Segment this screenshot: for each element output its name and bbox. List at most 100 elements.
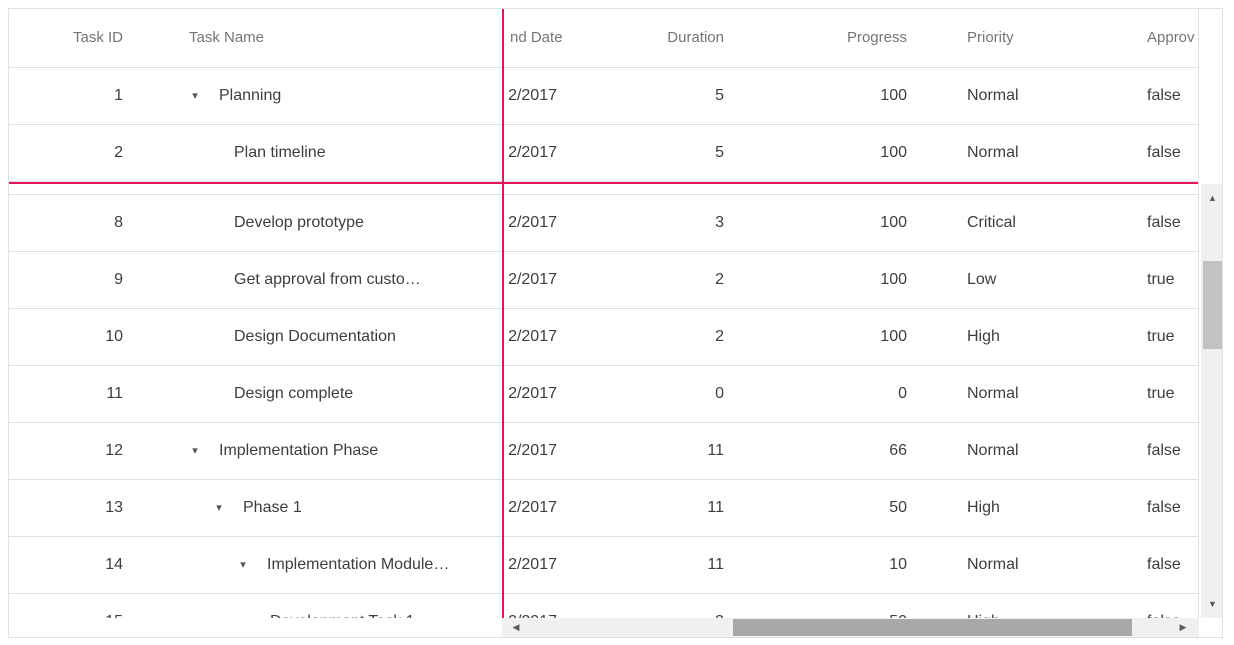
cell-approved: true [1147,328,1175,345]
table-row-13-right[interactable]: 2/2017 11 50 High false [504,480,1198,537]
table-row-1-left[interactable]: 1 ▾ Planning [9,68,502,125]
cell-priority: Normal [967,442,1019,459]
table-row-10-left[interactable]: 10 Design Documentation [9,309,502,366]
cell-progress: 50 [889,499,907,516]
cell-task-id: 12 [105,442,123,459]
cell-task-name: Design complete [149,366,502,422]
cell-task-name: Develop prototype [149,195,502,251]
cell-end-date: 2/2017 [508,328,557,345]
cell-approved: false [1147,144,1181,161]
cell-duration: 0 [715,385,724,402]
expand-arrow-icon[interactable]: ▾ [216,502,222,514]
cell-approved: false [1147,214,1181,231]
scroll-left-button[interactable]: ◀ [504,618,528,637]
table-row-12-right[interactable]: 2/2017 11 66 Normal false [504,423,1198,480]
scroll-up-button[interactable]: ▲ [1201,186,1222,210]
scroll-down-button[interactable]: ▼ [1201,592,1222,616]
cell-progress: 50 [736,594,919,618]
cell-task-name: ▾ Phase 1 [149,480,502,536]
cell-progress: 100 [880,271,907,288]
task-name-label: Development Task 1 [270,594,415,618]
cell-end-date: 2/2017 [508,144,557,161]
task-name-label: Develop prototype [234,214,364,231]
scroll-right-button[interactable]: ▶ [1171,618,1195,637]
cell-approved: false [1135,594,1198,618]
horizontal-scrollbar[interactable]: ◀ ▶ [502,618,1199,637]
vertical-scrollbar-thumb[interactable] [1203,261,1222,349]
column-header-task-name[interactable]: Task Name [189,29,265,46]
table-row-2-right[interactable]: 2/2017 5 100 Normal false [504,125,1198,182]
cell-task-name: ▾ Implementation Phase [149,423,502,479]
content-edge-border [1198,9,1199,637]
expand-arrow-icon[interactable]: ▾ [192,90,198,102]
table-row-11-left[interactable]: 11 Design complete [9,366,502,423]
table-row-8-right[interactable]: 2/2017 3 100 Critical false [504,195,1198,252]
table-row-14-right[interactable]: 2/2017 11 10 Normal false [504,537,1198,594]
task-name-label: Implementation Module… [267,556,450,573]
table-row-2-left[interactable]: 2 Plan timeline [9,125,502,182]
cell-task-id: 11 [106,385,123,402]
task-name-label: Planning [219,87,282,104]
cell-end-date: 2/2017 [508,214,557,231]
cell-duration: 2 [715,271,724,288]
cell-task-id: 14 [105,556,123,573]
cell-task-name: Plan timeline [149,125,502,181]
column-header-duration[interactable]: Duration [667,29,724,46]
header-scroll-pane: nd Date Duration Progress Priority Appro… [504,9,1198,68]
table-row-12-left[interactable]: 12 ▾ Implementation Phase [9,423,502,480]
vertical-scrollbar[interactable]: ▲ ▼ [1201,184,1222,618]
cell-priority: High [967,328,1000,345]
horizontal-scrollbar-thumb[interactable] [733,619,1132,636]
cell-task-id: 10 [105,328,123,345]
table-row-8-left[interactable]: 8 Develop prototype [9,195,502,252]
table-row-11-right[interactable]: 2/2017 0 0 Normal true [504,366,1198,423]
cell-progress: 100 [880,144,907,161]
partial-row-fragment [9,184,502,195]
table-row-9-left[interactable]: 9 Get approval from custo… [9,252,502,309]
table-row-9-right[interactable]: 2/2017 2 100 Low true [504,252,1198,309]
expand-arrow-icon[interactable]: ▾ [192,445,198,457]
cell-end-date: 2/2017 [508,442,557,459]
cell-approved: false [1147,499,1181,516]
scroll-right-icon: ▶ [1179,622,1187,632]
table-row-1-right[interactable]: 2/2017 5 100 Normal false [504,68,1198,125]
cell-priority: Normal [967,87,1019,104]
table-row-14-left[interactable]: 14 ▾ Implementation Module… [9,537,502,594]
task-name-label: Design complete [234,385,354,402]
cell-progress: 10 [889,556,907,573]
cell-task-name: ▾ Planning [149,68,502,124]
column-header-task-id[interactable]: Task ID [72,29,123,46]
task-name-label: Plan timeline [234,144,326,161]
tree-grid: Task ID Task Name nd Date Duration Progr… [8,8,1223,638]
column-header-approved[interactable]: Approv [1147,29,1195,46]
table-row-15-left[interactable]: 15 Development Task 1 [9,594,502,618]
frozen-rows-right-pane: 2/2017 5 100 Normal false 2/2017 5 100 N… [504,68,1198,182]
task-name-label: Implementation Phase [219,442,379,459]
cell-task-id: 1 [114,87,123,104]
task-name-label: Phase 1 [243,499,302,516]
cell-duration: 11 [707,499,724,516]
cell-progress: 100 [880,214,907,231]
cell-end-date: 2/2017 [508,271,557,288]
table-row-10-right[interactable]: 2/2017 2 100 High true [504,309,1198,366]
header-frozen-pane: Task ID Task Name [9,9,502,68]
cell-progress: 66 [889,442,907,459]
frozen-rows-left-pane: 1 ▾ Planning 2 Plan timeline [9,68,502,182]
cell-progress: 100 [880,328,907,345]
table-row-15-right[interactable]: 2/2017 3 50 High false [504,594,1198,618]
cell-task-id: 8 [114,214,123,231]
cell-duration: 11 [707,442,724,459]
cell-priority: Normal [967,144,1019,161]
scroll-left-icon: ◀ [512,622,520,632]
cell-priority: High [967,499,1000,516]
cell-end-date: 2/2017 [504,594,569,618]
column-header-end-date[interactable]: nd Date [510,29,563,46]
cell-end-date: 2/2017 [508,499,557,516]
column-header-progress[interactable]: Progress [846,29,907,46]
body-left-pane: 8 Develop prototype 9 Get approval from … [9,184,502,618]
table-row-13-left[interactable]: 13 ▾ Phase 1 [9,480,502,537]
expand-arrow-icon[interactable]: ▾ [240,559,246,571]
cell-approved: false [1147,87,1181,104]
cell-approved: true [1147,385,1175,402]
column-header-priority[interactable]: Priority [967,29,1014,46]
